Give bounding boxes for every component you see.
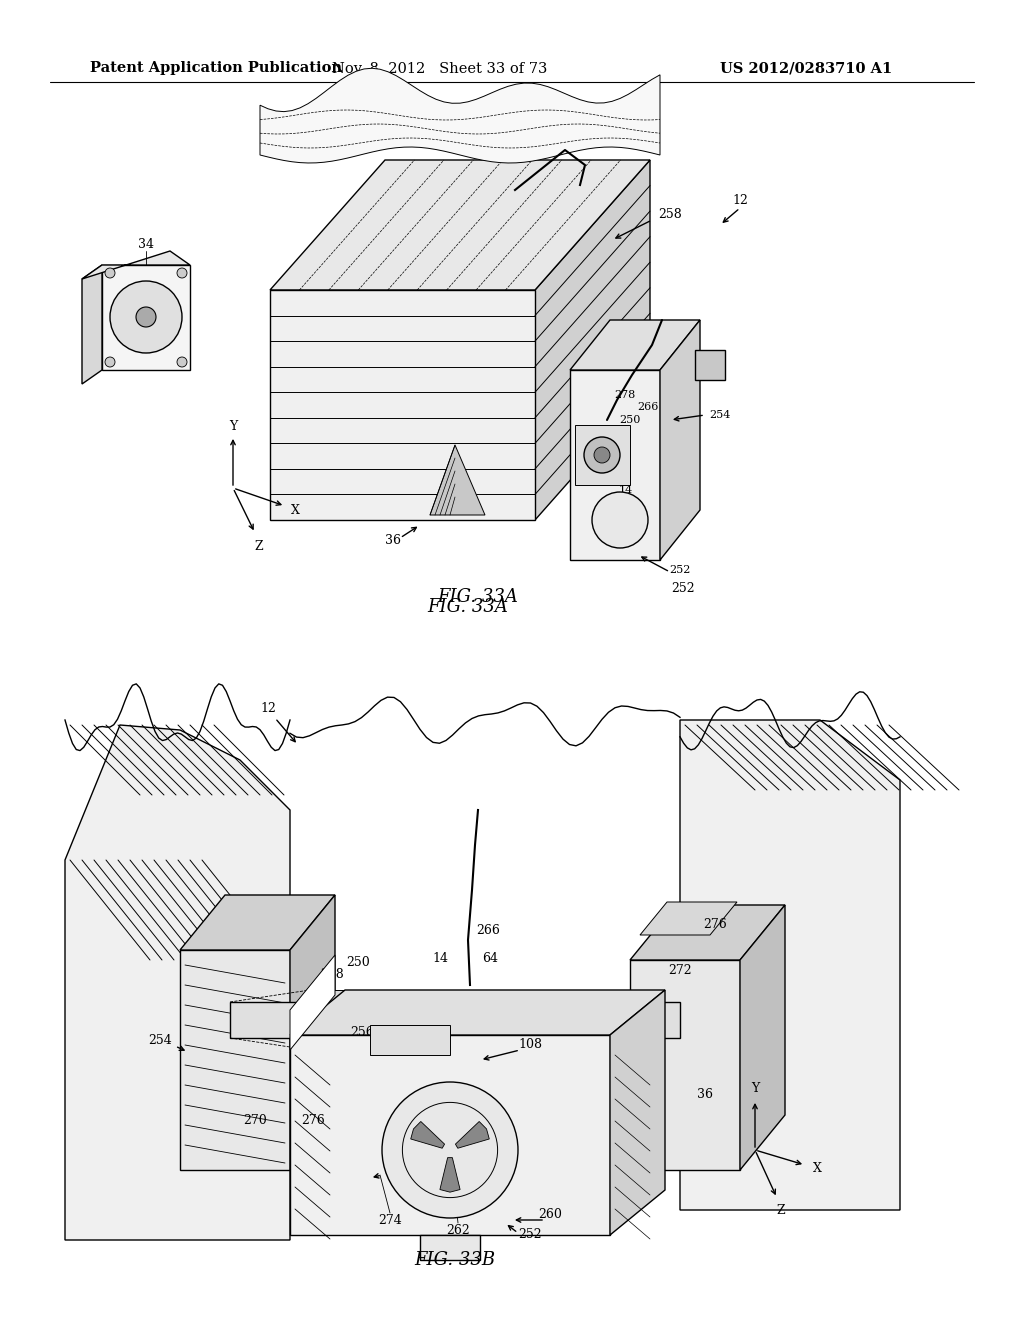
Text: 262: 262: [446, 1224, 470, 1237]
Text: 14: 14: [432, 952, 449, 965]
Circle shape: [110, 281, 182, 352]
Text: 64: 64: [482, 952, 498, 965]
Polygon shape: [102, 265, 190, 370]
Polygon shape: [65, 725, 290, 1239]
Text: 36: 36: [385, 533, 401, 546]
Polygon shape: [610, 990, 665, 1236]
Polygon shape: [82, 251, 190, 279]
Circle shape: [177, 356, 187, 367]
Polygon shape: [290, 990, 665, 1035]
Polygon shape: [82, 265, 102, 384]
Text: 252: 252: [518, 1229, 542, 1242]
Text: US 2012/0283710 A1: US 2012/0283710 A1: [720, 61, 892, 75]
Polygon shape: [180, 895, 335, 950]
Text: X: X: [813, 1162, 821, 1175]
Polygon shape: [290, 954, 335, 1049]
Circle shape: [382, 1082, 518, 1218]
Text: Z: Z: [776, 1204, 785, 1217]
Polygon shape: [290, 895, 335, 1170]
Text: 274: 274: [378, 1213, 401, 1226]
Polygon shape: [535, 160, 650, 520]
Polygon shape: [660, 319, 700, 560]
Polygon shape: [411, 1122, 444, 1148]
Text: 12: 12: [260, 701, 275, 714]
Text: FIG. 33A: FIG. 33A: [428, 598, 509, 616]
Text: 272: 272: [669, 964, 692, 977]
Polygon shape: [695, 350, 725, 380]
Polygon shape: [270, 160, 650, 290]
Text: 256: 256: [350, 1026, 374, 1039]
Text: 270: 270: [243, 1114, 267, 1126]
Text: Z: Z: [255, 540, 263, 553]
Circle shape: [584, 437, 620, 473]
Text: 276: 276: [703, 919, 727, 932]
Text: 34: 34: [138, 239, 154, 252]
Text: 252: 252: [671, 582, 695, 594]
Text: 266: 266: [637, 403, 658, 412]
Polygon shape: [430, 445, 485, 515]
Circle shape: [105, 356, 115, 367]
Polygon shape: [570, 370, 660, 560]
Text: 278: 278: [614, 389, 636, 400]
Polygon shape: [420, 1236, 480, 1261]
Text: 258: 258: [658, 209, 682, 222]
Circle shape: [592, 492, 648, 548]
Polygon shape: [680, 719, 900, 1210]
Text: 108: 108: [518, 1039, 542, 1052]
Polygon shape: [630, 960, 740, 1170]
Polygon shape: [270, 290, 535, 520]
Circle shape: [177, 268, 187, 279]
Text: 276: 276: [301, 1114, 325, 1126]
Text: X: X: [291, 503, 299, 516]
Text: Y: Y: [229, 420, 238, 433]
Text: 14: 14: [618, 484, 633, 495]
Polygon shape: [570, 319, 700, 370]
Text: 278: 278: [321, 969, 344, 982]
Text: 250: 250: [620, 414, 641, 425]
Text: FIG. 33B: FIG. 33B: [415, 1251, 496, 1269]
Polygon shape: [290, 1035, 610, 1236]
Circle shape: [105, 268, 115, 279]
Polygon shape: [180, 950, 290, 1170]
Text: 250: 250: [346, 957, 370, 969]
Text: 266: 266: [476, 924, 500, 936]
Text: Y: Y: [751, 1081, 759, 1094]
Text: 260: 260: [538, 1209, 562, 1221]
Polygon shape: [260, 69, 660, 162]
Polygon shape: [370, 1026, 450, 1055]
Circle shape: [594, 447, 610, 463]
Text: 36: 36: [697, 1089, 713, 1101]
Polygon shape: [640, 902, 737, 935]
Polygon shape: [440, 1158, 460, 1192]
Text: Patent Application Publication: Patent Application Publication: [90, 61, 342, 75]
Text: FIG. 33A: FIG. 33A: [437, 587, 518, 606]
Polygon shape: [575, 425, 630, 484]
Text: 254: 254: [710, 411, 731, 420]
Circle shape: [136, 308, 156, 327]
Text: Nov. 8, 2012   Sheet 33 of 73: Nov. 8, 2012 Sheet 33 of 73: [333, 61, 548, 75]
Polygon shape: [510, 990, 570, 1049]
Text: 254: 254: [148, 1034, 172, 1047]
Polygon shape: [630, 906, 785, 960]
Polygon shape: [310, 990, 380, 1049]
Polygon shape: [740, 906, 785, 1170]
Polygon shape: [230, 1002, 680, 1038]
Text: 252: 252: [670, 565, 690, 576]
Text: 12: 12: [732, 194, 748, 206]
Polygon shape: [456, 1122, 489, 1148]
